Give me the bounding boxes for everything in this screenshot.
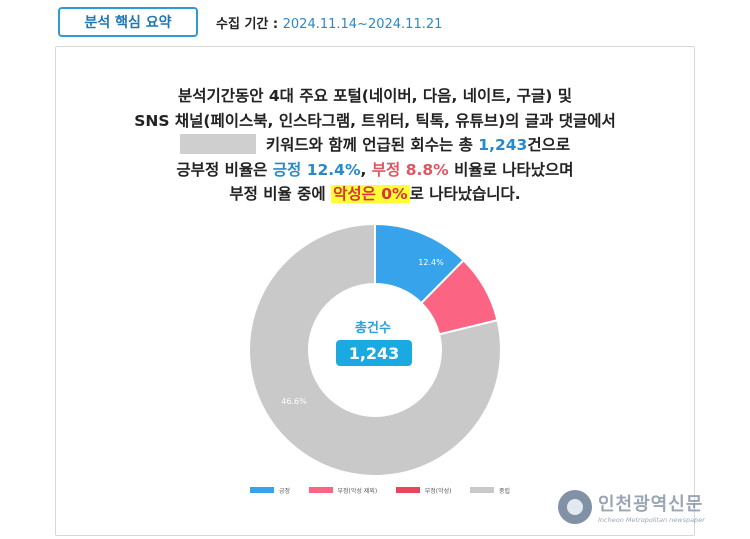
- legend-swatch-1: [308, 487, 333, 493]
- watermark-name: 인천광역신문: [598, 494, 704, 515]
- summary-line-2: SNS 채널(페이스북, 인스타그램, 트위터, 틱톡, 유튜브)의 글과 댓글…: [134, 111, 616, 130]
- legend-item-0: 긍정: [250, 486, 290, 495]
- legend-label-1: 부정(악성 제외): [337, 487, 378, 495]
- negative-ratio-inline: 부정 8.8%: [371, 160, 449, 179]
- summary-line-1: 분석기간동안 4대 주요 포털(네이버, 다음, 네이트, 구글) 및: [177, 87, 573, 105]
- newspaper-logo-icon: [558, 490, 592, 524]
- legend-swatch-0: [250, 487, 274, 493]
- pie-slice-3: [248, 222, 502, 477]
- legend-label-2: 부정(악성): [424, 487, 452, 495]
- summary-line-3: 키워드와 함께 언급된 회수는 총 1,243건으로: [55, 133, 695, 158]
- center-label: 총건수: [355, 321, 391, 336]
- malicious-ratio-highlight: 악성은 0%: [331, 185, 410, 203]
- legend-label-3: 중립: [498, 487, 510, 495]
- chart-legend: 긍정 부정(악성 제외) 부정(악성) 중립: [250, 483, 510, 497]
- legend-swatch-3: [469, 487, 494, 493]
- center-total-badge: 1,243: [336, 340, 412, 366]
- collection-period: 수집 기간 : 2024.11.14~2024.11.21: [216, 17, 443, 32]
- period-dates: 2024.11.14~2024.11.21: [282, 17, 443, 32]
- slice-label-3: 46.6%: [281, 397, 307, 406]
- legend-swatch-2: [395, 487, 420, 493]
- legend-label-0: 긍정: [279, 487, 291, 495]
- legend-item-1: 부정(악성 제외): [308, 486, 378, 495]
- summary-line-4: 긍부정 비율은 긍정 12.4%, 부정 8.8% 비율로 나타났으며: [176, 160, 574, 179]
- redacted-keyword: [179, 134, 256, 154]
- slice-label-0: 12.4%: [418, 258, 444, 267]
- summary-line-5: 부정 비율 중에 악성은 0% 로 나타났습니다.: [229, 185, 521, 203]
- positive-ratio-inline: 긍정 12.4%: [272, 160, 361, 179]
- summary-text: 분석기간동안 4대 주요 포털(네이버, 다음, 네이트, 구글) 및 SNS …: [55, 84, 695, 207]
- newspaper-watermark: 인천광역신문 Incheon Metropolitan newspaper: [558, 484, 743, 530]
- summary-tag: 분석 핵심 요약: [58, 7, 198, 37]
- total-count-inline: 1,243: [478, 136, 528, 154]
- legend-item-3: 중립: [469, 486, 510, 495]
- legend-item-2: 부정(악성): [395, 486, 452, 495]
- watermark-subtitle: Incheon Metropolitan newspaper: [598, 516, 705, 524]
